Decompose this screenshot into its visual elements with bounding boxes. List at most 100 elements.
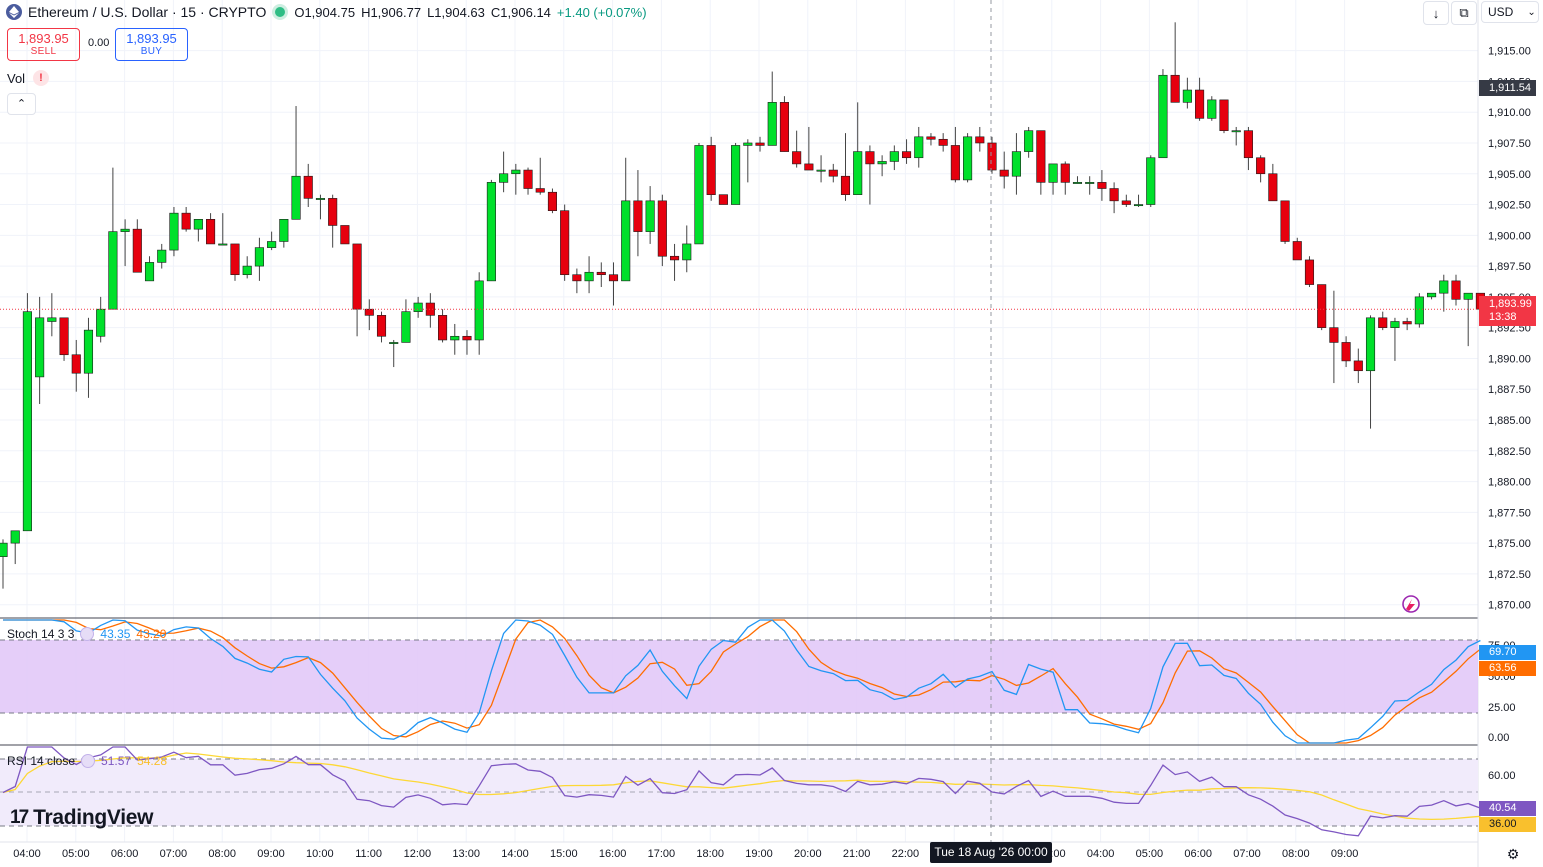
ohlc-high: H1,906.77 xyxy=(361,4,422,20)
indicator-backgrounds xyxy=(0,639,1478,827)
candle-body xyxy=(1195,89,1205,119)
time-tick-label: 13:00 xyxy=(452,848,480,860)
symbol-title[interactable]: Ethereum / U.S. Dollar · 15 · CRYPTO xyxy=(28,4,267,20)
candle-body xyxy=(206,219,216,245)
candle-body xyxy=(1292,241,1302,261)
candle-body xyxy=(462,335,472,341)
stoch-legend[interactable]: Stoch 14 3 3 43.35 43.20 xyxy=(7,627,166,641)
rsi-legend[interactable]: RSI 14 close 51.57 54.28 xyxy=(7,754,167,768)
candle-body xyxy=(987,142,997,171)
candle-body xyxy=(1463,292,1473,300)
candle-body xyxy=(364,308,374,316)
candle-body xyxy=(59,317,69,356)
rsi-ma-value: 54.28 xyxy=(137,754,168,768)
candle-body xyxy=(914,136,924,159)
currency-value: USD xyxy=(1488,5,1514,19)
collapse-legend-button[interactable]: ⌃ xyxy=(7,93,36,115)
time-tick-label: 16:00 xyxy=(599,848,627,860)
time-tick-label: 22:00 xyxy=(892,848,920,860)
candle-body xyxy=(889,151,899,162)
candle-body xyxy=(645,200,655,232)
download-button[interactable]: ↓ xyxy=(1423,1,1449,25)
candle-body xyxy=(901,151,912,159)
candle-body xyxy=(523,169,533,189)
price-tick-label: 1,885.00 xyxy=(1488,415,1531,427)
candle-body xyxy=(682,243,692,261)
candle-body xyxy=(1036,130,1046,183)
candle-body xyxy=(779,102,789,152)
settings-icon[interactable]: ⚙ xyxy=(1506,846,1520,862)
candle-body xyxy=(328,198,338,226)
visibility-icon[interactable] xyxy=(81,754,96,768)
currency-select[interactable]: USD ⌄ xyxy=(1481,1,1539,23)
time-tick-label: 11:00 xyxy=(355,848,382,860)
candle-body xyxy=(1304,259,1315,285)
stoch-band xyxy=(0,640,1478,713)
candle-body xyxy=(1256,157,1266,175)
price-tick-label: 1,875.00 xyxy=(1488,538,1531,550)
time-tick-label: 06:00 xyxy=(111,848,139,860)
candle-body xyxy=(608,274,619,282)
candle-body xyxy=(1158,74,1168,159)
visibility-icon[interactable] xyxy=(80,627,95,641)
candle-body xyxy=(975,136,985,144)
candle-body xyxy=(1390,321,1400,328)
candle-body xyxy=(792,151,802,165)
sell-button[interactable]: 1,893.95 SELL xyxy=(7,28,80,61)
bar-countdown: 13:38 xyxy=(1489,311,1517,323)
price-tick-label: 1,897.50 xyxy=(1488,261,1531,273)
volume-legend[interactable]: Vol xyxy=(7,71,26,86)
time-tick-label: 19:00 xyxy=(745,848,773,860)
candle-body xyxy=(376,315,387,337)
candle-body xyxy=(291,175,301,220)
candle-body xyxy=(828,169,838,177)
rsi-scale-label: 60.00 xyxy=(1488,770,1516,782)
buy-label: BUY xyxy=(140,46,163,57)
candle-body xyxy=(474,280,484,341)
candle-body xyxy=(35,317,45,378)
candle-body xyxy=(83,329,94,374)
candle-body xyxy=(1133,204,1144,207)
candle-body xyxy=(389,342,399,344)
price-tick-label: 1,890.00 xyxy=(1488,353,1531,365)
fullscreen-icon: ⧉ xyxy=(1459,5,1469,20)
ethereum-icon xyxy=(6,4,22,20)
candle-body xyxy=(743,142,753,146)
candle-body xyxy=(1451,280,1461,300)
warning-icon[interactable]: ! xyxy=(33,70,49,86)
rsi-ma-line xyxy=(2,752,1481,821)
candle-body xyxy=(1060,163,1070,183)
candle-body xyxy=(22,311,32,532)
tradingview-logo[interactable]: 17 TradingView xyxy=(10,806,153,830)
rsi-value: 51.57 xyxy=(101,754,132,768)
candle-body xyxy=(938,138,948,146)
buy-price: 1,893.95 xyxy=(126,31,177,46)
time-tick-label: 10:00 xyxy=(306,848,334,860)
crosshair-time-label: Tue 18 Aug '26 00:00 xyxy=(930,842,1052,863)
time-tick-label: 14:00 xyxy=(501,848,529,860)
candle-body xyxy=(1207,99,1217,119)
symbol-header[interactable]: Ethereum / U.S. Dollar · 15 · CRYPTO O1,… xyxy=(6,3,647,21)
candle-body xyxy=(1121,200,1131,205)
candle-body xyxy=(560,210,570,276)
lightning-icon[interactable] xyxy=(1398,593,1422,615)
candle-body xyxy=(157,249,167,263)
candle-body xyxy=(804,163,814,171)
time-axis[interactable]: 04:00 05:00 06:00 07:00 08:00 09:00 10:00 11:00… xyxy=(13,848,1358,860)
time-tick-label: 09:00 xyxy=(1331,848,1359,860)
candle-body xyxy=(1378,317,1388,328)
candle-body xyxy=(1414,296,1424,325)
candle-body xyxy=(1219,99,1229,131)
price-tick-label: 1,902.50 xyxy=(1488,200,1531,212)
candle-body xyxy=(963,136,973,181)
stoch-scale-label: 25.00 xyxy=(1488,702,1516,714)
candle-body xyxy=(267,241,277,248)
time-tick-label: 04:00 xyxy=(1087,848,1115,860)
time-tick-label: 05:00 xyxy=(62,848,90,860)
rsi-line xyxy=(2,746,1481,837)
candle-body xyxy=(999,169,1009,177)
buy-button[interactable]: 1,893.95 BUY xyxy=(115,28,188,61)
candle-body xyxy=(303,175,313,199)
fullscreen-button[interactable]: ⧉ xyxy=(1451,1,1477,25)
